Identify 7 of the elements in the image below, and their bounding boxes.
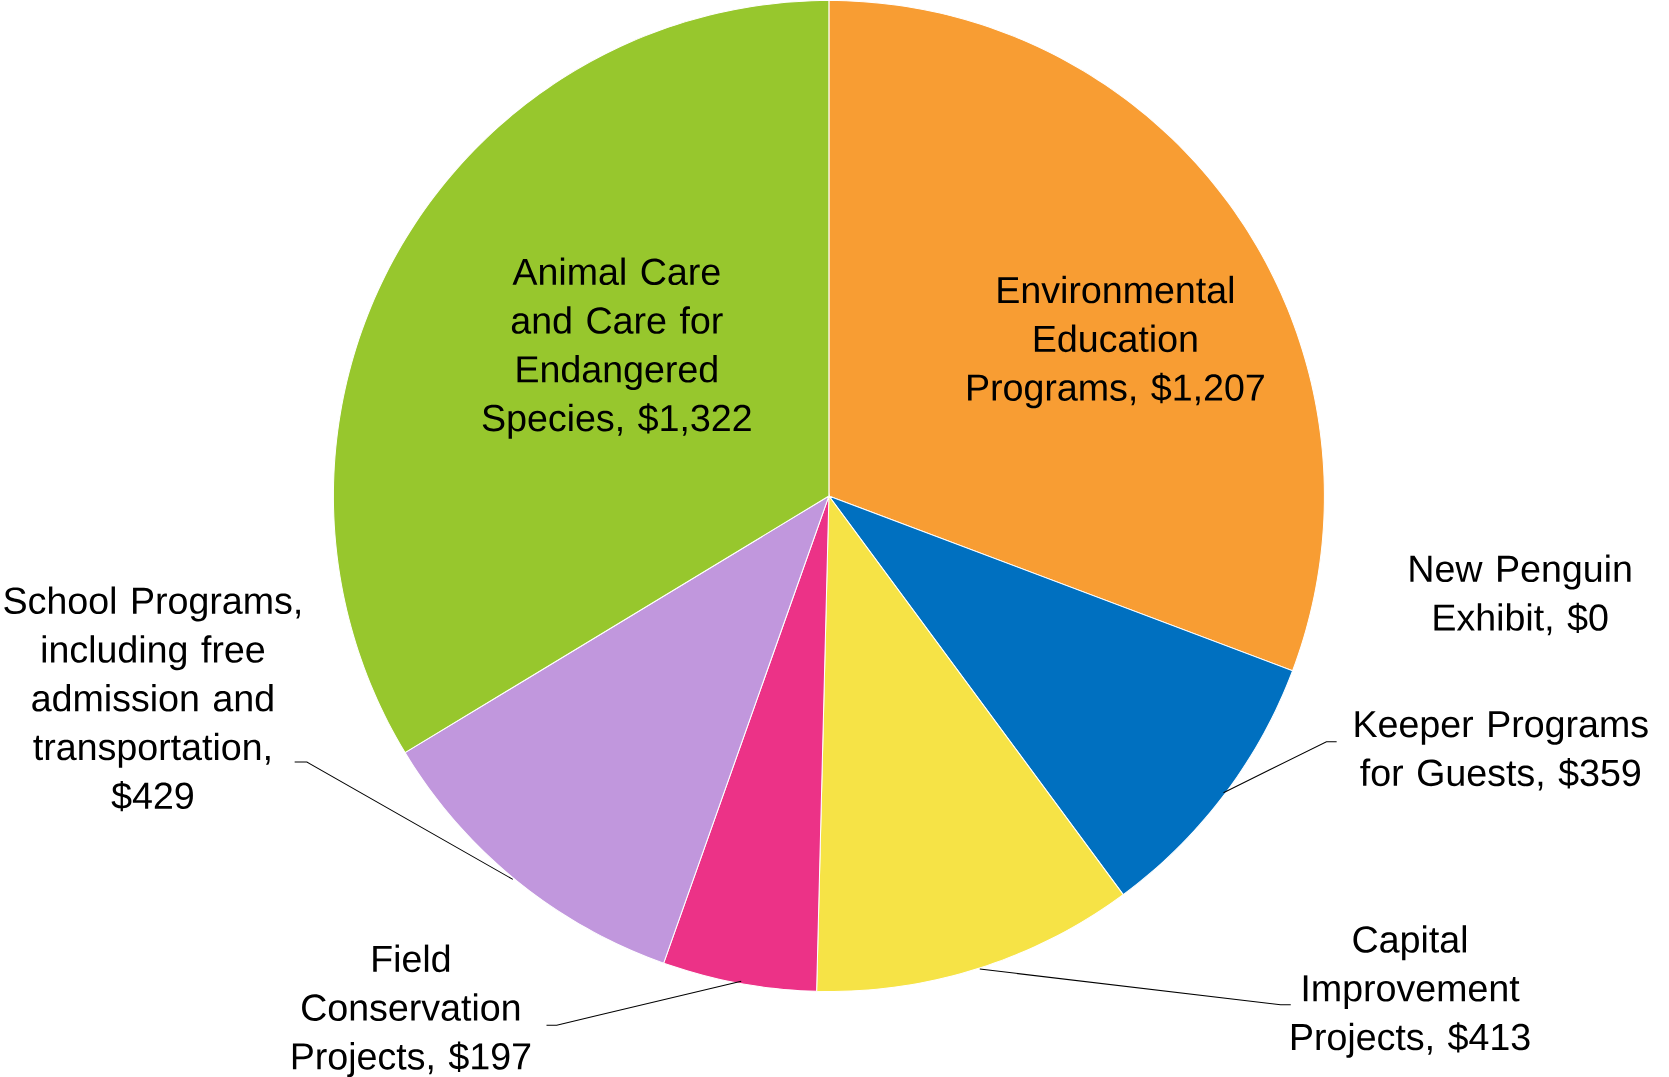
slice-label: Field Conservation Projects, $197 (292, 944, 531, 1077)
slice-label: Capital Improvement Projects, $413 (1291, 925, 1530, 1058)
slice-label: Animal Care and Care for Endangered Species, $1,322 (482, 257, 751, 439)
category-label: New Penguin Exhibit, $0 (1410, 554, 1631, 636)
slice-label: Environmental Education Programs, $1,207 (968, 275, 1264, 409)
slice-label: School Programs, including free admission and transportation, $429 (4, 586, 300, 812)
slice-label: Keeper Programs for Guests, $359 (1355, 711, 1648, 791)
